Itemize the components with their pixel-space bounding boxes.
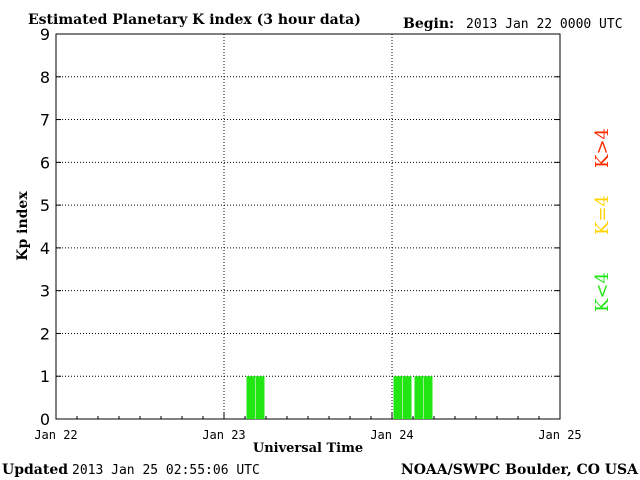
y-tick-label: 5 xyxy=(40,196,50,215)
y-tick-label: 0 xyxy=(40,410,50,429)
y-axis: 0 1 2 3 4 5 6 7 8 9 xyxy=(40,25,560,429)
x-tick-label: Jan 23 xyxy=(202,428,245,442)
bar-layer xyxy=(246,376,433,419)
begin-label: Begin: xyxy=(403,16,454,32)
x-tick-label: Jan 24 xyxy=(370,428,413,442)
updated-value: 2013 Jan 25 02:55:06 UTC xyxy=(72,463,260,478)
plot-area xyxy=(55,33,561,420)
x-axis: Jan 22 Jan 23 Jan 24 Jan 25 xyxy=(34,412,582,442)
y-tick-label: 3 xyxy=(40,282,50,301)
y-axis-title: Kp index xyxy=(15,191,31,261)
chart-title: Estimated Planetary K index (3 hour data… xyxy=(28,12,361,28)
legend-k-equal-4: K=4 xyxy=(592,195,613,235)
y-tick-label: 2 xyxy=(40,324,50,343)
y-tick-label: 7 xyxy=(40,111,50,130)
legend-k-greater-4: K>4 xyxy=(592,128,613,168)
begin-value: 2013 Jan 22 0000 UTC xyxy=(466,17,623,32)
updated-label: Updated xyxy=(2,462,68,478)
y-tick-label: 8 xyxy=(40,68,50,87)
source-credit: NOAA/SWPC Boulder, CO USA xyxy=(401,462,639,478)
y-tick-label: 9 xyxy=(40,25,50,44)
y-tick-label: 6 xyxy=(40,153,50,172)
y-tick-label: 4 xyxy=(40,239,50,258)
y-tick-label: 1 xyxy=(40,367,50,386)
legend-k-less-4: K<4 xyxy=(592,272,613,312)
x-tick-label: Jan 22 xyxy=(34,428,77,442)
grid-layer xyxy=(56,34,560,419)
x-axis-title: Universal Time xyxy=(253,441,363,456)
x-tick-label: Jan 25 xyxy=(538,428,581,442)
